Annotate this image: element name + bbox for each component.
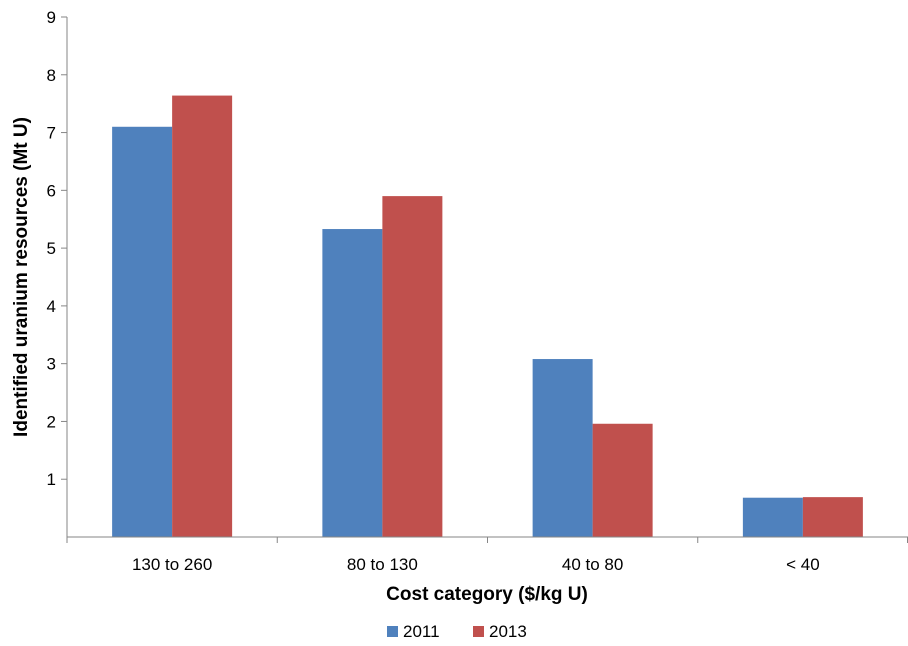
legend-swatch-2011 [387, 626, 398, 637]
legend-label-2013: 2013 [489, 622, 527, 641]
x-tick-label: 130 to 260 [132, 555, 212, 574]
legend-label-2011: 2011 [403, 622, 440, 641]
y-axis-title: Identified uranium resources (Mt U) [11, 117, 32, 437]
bar-2011-40-to-80 [532, 359, 593, 537]
y-tick-label: 8 [47, 66, 56, 85]
y-tick-label: 3 [47, 355, 56, 374]
bar-2013-40-to-80 [592, 423, 653, 537]
y-tick-label: 1 [47, 470, 56, 489]
y-tick-label: 7 [47, 124, 56, 143]
y-tick-label: 6 [47, 181, 56, 200]
legend: 2011 2013 [387, 622, 527, 641]
y-tick-label: 5 [47, 239, 56, 258]
x-tick-label: < 40 [786, 555, 820, 574]
bar-2013-80-to-130 [382, 196, 443, 537]
x-tick-label: 80 to 130 [347, 555, 418, 574]
legend-swatch-2013 [473, 626, 484, 637]
y-tick-label: 4 [47, 297, 56, 316]
bar-2011-40 [742, 497, 803, 537]
bar-2011-130-to-260 [112, 126, 173, 538]
x-axis-ticks: 130 to 260 80 to 130 40 to 80 < 40 [66, 537, 908, 574]
x-tick-label: 40 to 80 [562, 555, 623, 574]
x-axis-title: Cost category ($/kg U) [386, 584, 588, 605]
y-tick-label: 2 [47, 412, 56, 431]
y-tick-label: 9 [47, 8, 56, 27]
bar-2013-40 [802, 497, 863, 537]
y-axis-ticks: 1 2 3 4 5 6 7 8 9 [47, 8, 67, 489]
bar-2013-130-to-260 [172, 95, 233, 538]
bar-2011-80-to-130 [322, 229, 383, 538]
bars-group [112, 95, 863, 538]
